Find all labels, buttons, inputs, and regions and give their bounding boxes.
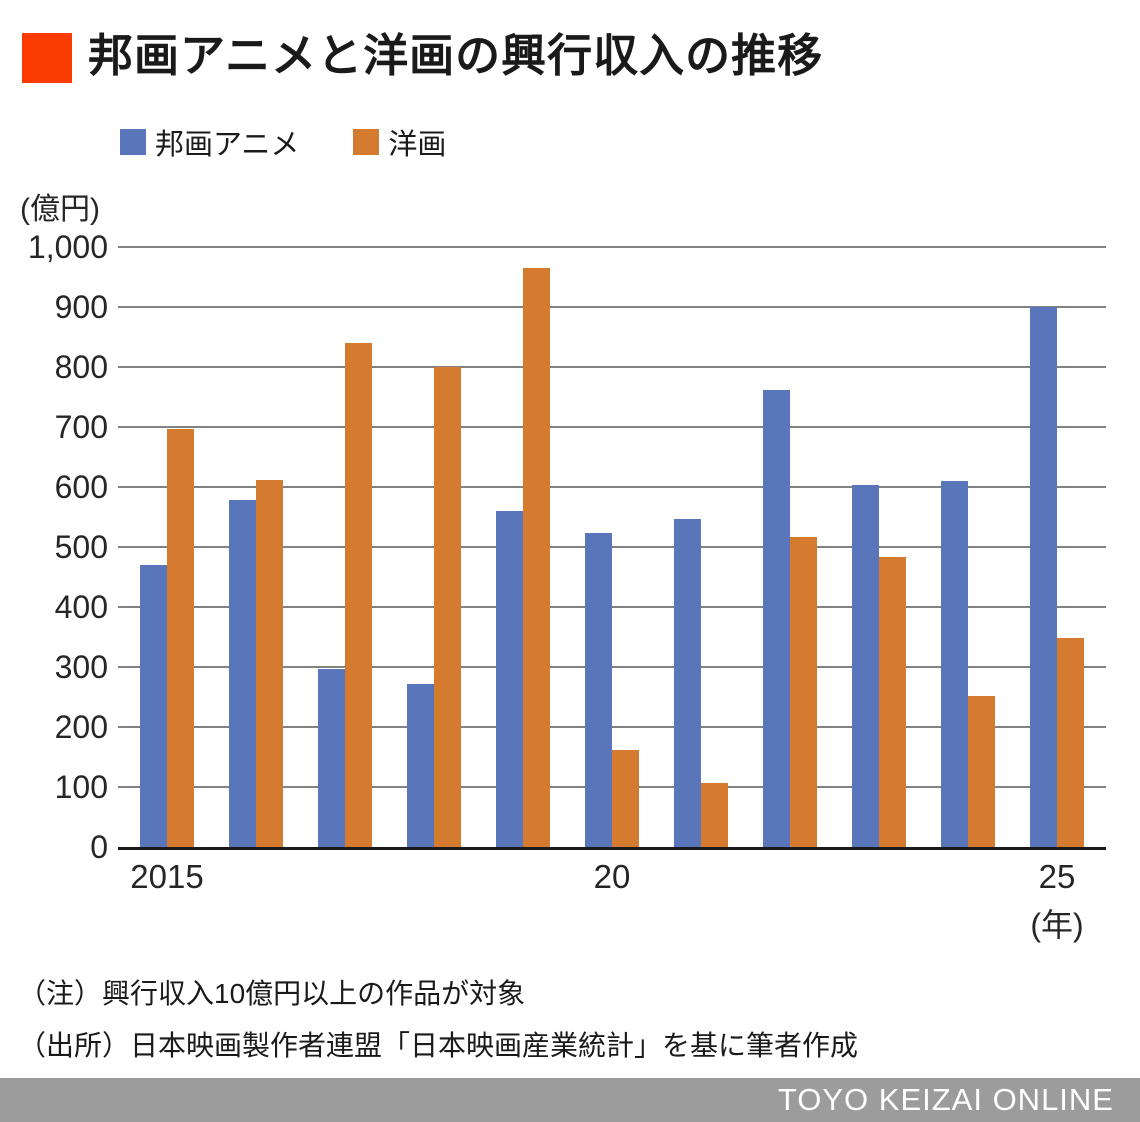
- page-title: 邦画アニメと洋画の興行収入の推移: [88, 30, 824, 81]
- y-tick-label-400: 400: [54, 589, 108, 625]
- y-tick-label-500: 500: [54, 529, 108, 565]
- gridline-500: [118, 546, 1106, 548]
- plot-area: [118, 246, 1106, 850]
- gridline-400: [118, 606, 1106, 608]
- chart-legend: 邦画アニメ 洋画: [120, 121, 446, 163]
- y-tick-label-800: 800: [54, 349, 108, 385]
- bar-邦画アニメ-2017: [318, 669, 345, 847]
- x-axis-labels: 2015 20 25: [0, 858, 1140, 898]
- gridline-200: [118, 726, 1106, 728]
- y-tick-label-1,000: 1,000: [27, 229, 108, 265]
- bar-洋画-2020: [612, 750, 639, 847]
- y-tick-label-700: 700: [54, 409, 108, 445]
- footnotes: （注）興行収入10億円以上の作品が対象 （出所）日本映画製作者連盟「日本映画産業…: [18, 968, 858, 1072]
- legend-label-youga: 洋画: [388, 129, 447, 161]
- gridline-600: [118, 486, 1106, 488]
- bar-邦画アニメ-2025: [1030, 307, 1057, 847]
- bar-洋画-2023: [879, 557, 906, 847]
- y-axis-unit-label: (億円): [20, 193, 100, 226]
- legend-item-houga-anime: 邦画アニメ: [120, 121, 299, 163]
- x-tick-label-25: 25: [1038, 858, 1076, 895]
- bar-洋画-2021: [701, 782, 728, 847]
- gridline-700: [118, 426, 1106, 428]
- y-tick-label-900: 900: [54, 289, 108, 325]
- bar-洋画-2025: [1057, 637, 1084, 847]
- gridline-300: [118, 666, 1106, 668]
- footer-bar: TOYO KEIZAI ONLINE: [0, 1078, 1140, 1122]
- bar-邦画アニメ-2022: [763, 390, 790, 847]
- y-axis-labels: 0 100 200 300 400 500 600 700 800 900 1,000: [0, 230, 108, 864]
- gridline-1000: [118, 246, 1106, 248]
- note-line-source-attribution: （出所）日本映画製作者連盟「日本映画産業統計」を基に筆者作成: [18, 1030, 859, 1061]
- bar-邦画アニメ-2020: [585, 533, 612, 847]
- bar-洋画-2017: [345, 343, 372, 847]
- bar-邦画アニメ-2016: [229, 499, 256, 847]
- x-axis-unit-label: (年): [1030, 907, 1084, 943]
- legend-swatch-houga-anime: [120, 129, 146, 155]
- bar-洋画-2015: [167, 428, 194, 847]
- bar-邦画アニメ-2018: [407, 684, 434, 847]
- bar-chart: 0 100 200 300 400 500 600 700 800 900 1,000: [0, 230, 1140, 864]
- title-accent-square: [22, 33, 72, 83]
- bar-邦画アニメ-2023: [852, 485, 879, 847]
- bar-洋画-2022: [790, 536, 817, 847]
- brand-text: TOYO KEIZAI ONLINE: [777, 1082, 1114, 1117]
- gridline-800: [118, 366, 1106, 368]
- legend-item-youga: 洋画: [353, 121, 446, 163]
- x-tick-label-20: 20: [593, 858, 631, 895]
- legend-swatch-youga: [353, 129, 380, 155]
- y-tick-label-600: 600: [54, 469, 108, 505]
- y-tick-label-200: 200: [54, 709, 108, 745]
- legend-label-houga-anime: 邦画アニメ: [155, 129, 300, 161]
- y-tick-label-100: 100: [54, 769, 108, 805]
- bar-洋画-2019: [523, 268, 550, 847]
- bar-洋画-2024: [968, 696, 995, 847]
- bar-邦画アニメ-2024: [941, 481, 968, 847]
- bar-邦画アニメ-2019: [496, 511, 523, 847]
- bar-邦画アニメ-2021: [674, 519, 701, 847]
- x-tick-label-2015: 2015: [130, 858, 204, 895]
- y-tick-label-0: 0: [90, 829, 108, 865]
- note-line-source-criteria: （注）興行収入10億円以上の作品が対象: [18, 978, 526, 1009]
- y-tick-label-300: 300: [54, 649, 108, 685]
- bar-洋画-2018: [434, 367, 461, 847]
- bar-邦画アニメ-2015: [140, 565, 167, 847]
- gridline-900: [118, 306, 1106, 308]
- bar-洋画-2016: [256, 480, 283, 847]
